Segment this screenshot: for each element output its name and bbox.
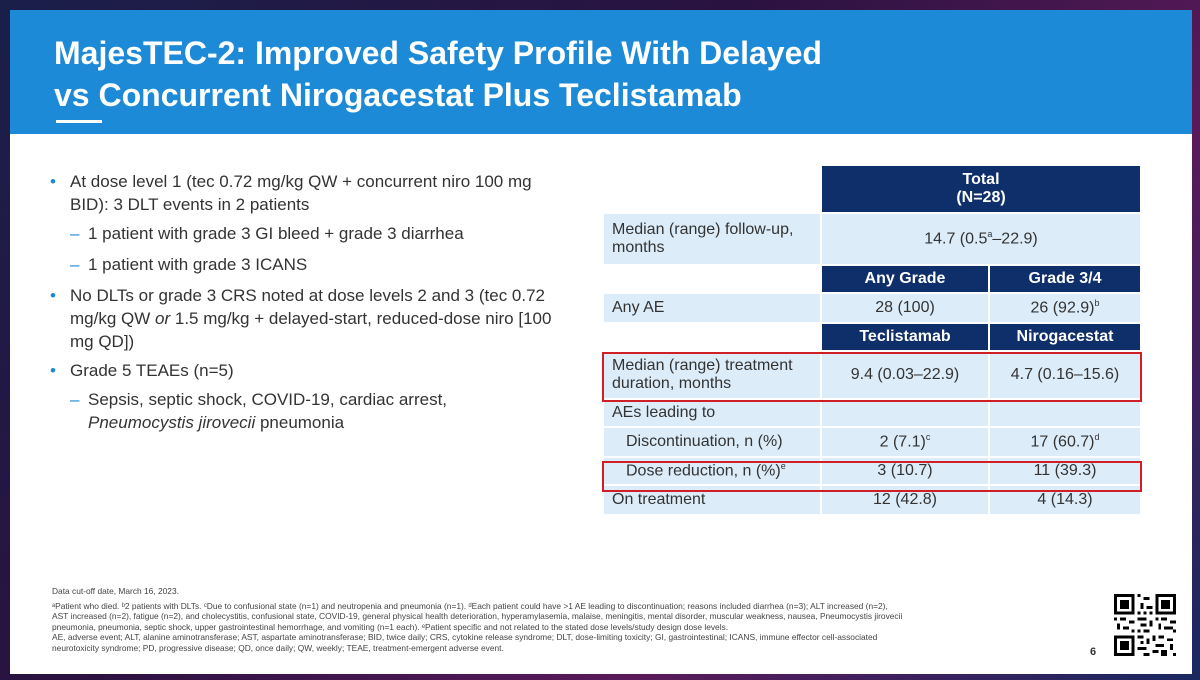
any-ae-any-grade: 28 (100) bbox=[822, 294, 988, 322]
qr-code-icon[interactable] bbox=[1114, 594, 1176, 656]
header-teclistamab: Teclistamab bbox=[822, 324, 988, 350]
followup-value-main: 14.7 (0.5 bbox=[924, 230, 988, 248]
bullet-text: Grade 5 TEAEs (n=5) bbox=[70, 361, 234, 380]
highlight-box-treatment-duration bbox=[602, 352, 1142, 402]
footnote-line: ᵃPatient who died. ᵇ2 patients with DLTs… bbox=[52, 600, 888, 611]
discontinuation-tec-sup: c bbox=[925, 432, 931, 443]
table-header-total: Total (N=28) bbox=[822, 166, 1140, 212]
bullet-dot-icon: • bbox=[50, 172, 56, 191]
sub-bullet-text: 1 patient with grade 3 ICANS bbox=[88, 255, 308, 274]
sub-bullet-grade5-events: – Sepsis, septic shock, COVID-19, cardia… bbox=[50, 388, 570, 434]
sub-bullet-text: Sepsis, septic shock, COVID-19, cardiac … bbox=[88, 390, 448, 409]
aes-leading-label: AEs leading to bbox=[604, 400, 820, 426]
any-ae-grade34: 26 (92.9)b bbox=[990, 294, 1140, 322]
total-n-label: (N=28) bbox=[956, 189, 1006, 206]
title-line-1: MajesTEC-2: Improved Safety Profile With… bbox=[54, 35, 822, 71]
footnote-abbrev: AE, adverse event; ALT, alanine aminotra… bbox=[52, 632, 878, 643]
table-row-followup: Median (range) follow-up, months 14.7 (0… bbox=[604, 214, 1140, 264]
page-number: 6 bbox=[1090, 646, 1097, 658]
slide-title: MajesTEC-2: Improved Safety Profile With… bbox=[54, 32, 1154, 116]
header-nirogacestat: Nirogacestat bbox=[990, 324, 1140, 350]
table-cell-empty bbox=[990, 400, 1140, 426]
title-bar bbox=[10, 10, 1192, 134]
table-cell-empty bbox=[604, 266, 820, 292]
header-any-grade: Any Grade bbox=[822, 266, 988, 292]
followup-value-end: –22.9) bbox=[992, 230, 1038, 248]
tx-duration-tec: 9.4 (0.03–22.9) bbox=[822, 352, 988, 398]
title-line-2: vs Concurrent Nirogacestat Plus Teclista… bbox=[54, 77, 742, 113]
bullet-text-post: 1.5 mg/kg + delayed-start, reduced-dose … bbox=[70, 309, 552, 351]
header-grade34: Grade 3/4 bbox=[990, 266, 1140, 292]
table-row-drug-header: Teclistamab Nirogacestat bbox=[604, 324, 1140, 350]
sub-bullet-icans: – 1 patient with grade 3 ICANS bbox=[50, 253, 570, 276]
bullet-text-or: or bbox=[155, 309, 171, 328]
dose-reduction-label-text: Dose reduction, n (%) bbox=[626, 462, 781, 480]
footnote-line: pneumonia, pneumonia, septic shock, uppe… bbox=[52, 621, 729, 632]
discontinuation-label: Discontinuation, n (%) bbox=[604, 428, 820, 456]
table-row-any-ae: Any AE 28 (100) 26 (92.9)b bbox=[604, 294, 1140, 322]
tx-duration-niro: 4.7 (0.16–15.6) bbox=[990, 352, 1140, 398]
dash-icon: – bbox=[70, 390, 80, 409]
bullet-grade5: • Grade 5 TEAEs (n=5) bbox=[50, 359, 570, 382]
footnotes: Data cut-off date, March 16, 2023. ᵃPati… bbox=[52, 586, 1052, 654]
table-row-aes-leading: AEs leading to bbox=[604, 400, 1140, 426]
table-row-tx-duration: Median (range) treatment duration, month… bbox=[604, 352, 1140, 398]
bullet-dot-icon: • bbox=[50, 361, 56, 380]
footnote-cutoff: Data cut-off date, March 16, 2023. bbox=[52, 586, 179, 596]
slide: MajesTEC-2: Improved Safety Profile With… bbox=[10, 10, 1192, 674]
bullet-dot-icon: • bbox=[50, 286, 56, 305]
table-row-grade-header: Any Grade Grade 3/4 bbox=[604, 266, 1140, 292]
footnote-abbrev: neurotoxicity syndrome; PD, progressive … bbox=[52, 642, 504, 653]
followup-label: Median (range) follow-up, months bbox=[604, 214, 820, 264]
bullet-text-pre: No DLTs or grade 3 CRS noted at dose lev… bbox=[70, 286, 546, 328]
highlight-box-dose-reduction bbox=[602, 461, 1142, 492]
discontinuation-niro-value: 17 (60.7) bbox=[1030, 433, 1095, 451]
sub-bullet-italic: Pneumocystis jirovecii bbox=[88, 413, 256, 432]
bullet-list: • At dose level 1 (tec 0.72 mg/kg QW + c… bbox=[50, 170, 570, 442]
dose-reduction-sup: e bbox=[780, 461, 786, 472]
any-ae-sup: b bbox=[1094, 298, 1100, 309]
bullet-no-dlts: • No DLTs or grade 3 CRS noted at dose l… bbox=[50, 284, 570, 353]
bullet-text: At dose level 1 (tec 0.72 mg/kg QW + con… bbox=[70, 172, 532, 214]
table-cell-empty bbox=[604, 166, 820, 212]
sub-bullet-end: pneumonia bbox=[255, 413, 345, 432]
table-row-total-header: Total (N=28) bbox=[604, 166, 1140, 212]
followup-sup: a bbox=[987, 229, 993, 240]
sub-bullet-gi-bleed: – 1 patient with grade 3 GI bleed + grad… bbox=[50, 222, 570, 245]
discontinuation-niro: 17 (60.7)d bbox=[990, 428, 1140, 456]
table-row-discontinuation: Discontinuation, n (%) 2 (7.1)c 17 (60.7… bbox=[604, 428, 1140, 456]
dash-icon: – bbox=[70, 224, 80, 243]
discontinuation-tec-value: 2 (7.1) bbox=[879, 433, 926, 451]
dash-icon: – bbox=[70, 255, 80, 274]
title-underline bbox=[56, 120, 102, 123]
bullet-dose-level-1: • At dose level 1 (tec 0.72 mg/kg QW + c… bbox=[50, 170, 570, 216]
sub-bullet-text: 1 patient with grade 3 GI bleed + grade … bbox=[88, 224, 464, 243]
discontinuation-niro-sup: d bbox=[1094, 432, 1100, 443]
tx-duration-label: Median (range) treatment duration, month… bbox=[604, 352, 820, 398]
followup-value: 14.7 (0.5a–22.9) bbox=[822, 214, 1140, 264]
any-ae-label: Any AE bbox=[604, 294, 820, 322]
table-cell-empty bbox=[604, 324, 820, 350]
footnote-line: AST increased (n=2), fatigue (n=2), and … bbox=[52, 611, 903, 622]
any-ae-grade34-value: 26 (92.9) bbox=[1030, 299, 1095, 317]
discontinuation-tec: 2 (7.1)c bbox=[822, 428, 988, 456]
total-label: Total bbox=[962, 171, 1000, 188]
table-cell-empty bbox=[822, 400, 988, 426]
